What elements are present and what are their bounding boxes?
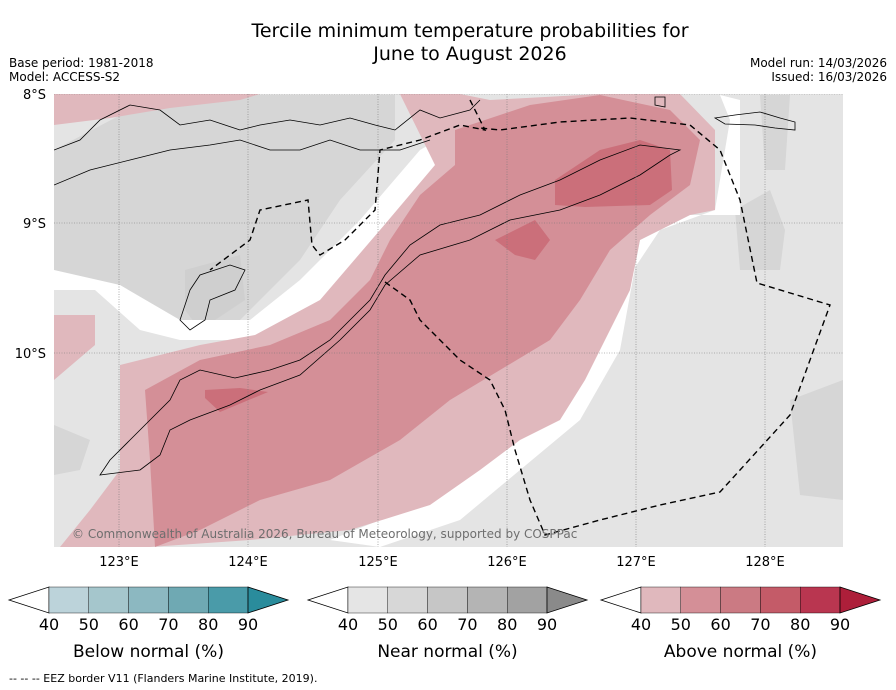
meta-left: Base period: 1981-2018 Model: ACCESS-S2: [9, 56, 154, 84]
near-normal-50-west-patch: [185, 255, 245, 330]
colorbar-below-segment: [207, 586, 249, 614]
colorbar-below-high-arrow: [247, 586, 290, 614]
colorbar-above-segment: [680, 586, 721, 614]
lon-label-126: 126°E: [487, 555, 527, 570]
alor-wetar-coastline: [54, 139, 431, 186]
colorbar-above-tick: 40: [631, 615, 651, 634]
colorbar-above-tick: 80: [790, 615, 810, 634]
colorbar-near: 40 50 60 70 80 90 Near normal (%): [306, 586, 589, 662]
colorbar-below-tick: 90: [238, 615, 258, 634]
eez-border-north: [209, 99, 487, 271]
graticule: [54, 94, 843, 547]
colorbar-near-tick: 60: [417, 615, 437, 634]
colorbar-above-segment: [720, 586, 761, 614]
lon-label-127: 127°E: [616, 555, 656, 570]
title-line-2: June to August 2026: [373, 43, 567, 65]
colorbar-below-label: Below normal (%): [73, 642, 224, 662]
colorbar-above-tick: 90: [830, 615, 850, 634]
near-normal-50-north-patch: [54, 95, 395, 330]
colorbar-near-tick: 70: [457, 615, 477, 634]
small-island-2: [713, 111, 796, 131]
colorbar-near-low-arrow: [306, 586, 349, 614]
map-copyright: © Commonwealth of Australia 2026, Bureau…: [72, 527, 577, 541]
colorbar-near-tick: 50: [378, 615, 398, 634]
model-run: Model run: 14/03/2026: [749, 56, 887, 70]
colorbar-above-tick: 60: [710, 615, 730, 634]
colorbar-above-tick: 70: [750, 615, 770, 634]
colorbar-near-label: Near normal (%): [377, 642, 517, 662]
colorbar-below-segment: [48, 586, 89, 614]
colorbar-below-tick: 50: [79, 615, 99, 634]
near-normal-50-southwest-patch: [54, 425, 90, 475]
colorbar-below-tick: 80: [198, 615, 218, 634]
above-normal-60-northeast: [555, 140, 672, 207]
lon-label-124: 124°E: [228, 555, 268, 570]
lat-label-9: 9°S: [23, 217, 46, 232]
colorbar-below-segment: [168, 586, 209, 614]
colorbar-below-segment: [88, 586, 129, 614]
small-island-1: [654, 96, 666, 108]
model-name: Model: ACCESS-S2: [9, 70, 121, 84]
above-normal-50-main: [145, 95, 700, 547]
eez-border-timor-sea: [384, 117, 831, 536]
axis-labels: 8°S 9°S 10°S 123°E 124°E 125°E 126°E 127…: [15, 88, 785, 570]
gap-band-northwest: [54, 130, 455, 340]
lon-label-125: 125°E: [358, 555, 398, 570]
colorbar-near-tick: 90: [537, 615, 557, 634]
base-period: Base period: 1981-2018: [9, 56, 154, 70]
issued-date: Issued: 16/03/2026: [771, 70, 887, 84]
title-line-1: Tercile minimum temperature probabilitie…: [251, 20, 689, 42]
colorbar-near-segment: [427, 586, 468, 614]
above-normal-60-central: [495, 220, 550, 260]
flores-coastline: [54, 99, 481, 151]
colorbar-below-low-arrow: [7, 586, 50, 614]
colorbar-near-high-arrow: [546, 586, 589, 614]
colorbar-above-segment: [800, 586, 841, 614]
colorbar-near-segment: [347, 586, 388, 614]
timor-coastline: [99, 144, 682, 476]
colorbar-below-segment: [128, 586, 169, 614]
colorbar-near-segment: [387, 586, 428, 614]
colorbar-above-low-arrow: [599, 586, 642, 614]
colorbar-near-segment: [507, 586, 548, 614]
lat-label-8: 8°S: [23, 88, 46, 103]
lat-label-10: 10°S: [15, 347, 46, 362]
colorbar-below: 40 50 60 70 80 90 Below normal (%): [7, 586, 290, 662]
near-normal-50-east-patch: [735, 190, 785, 270]
colorbar-above-tick: 50: [671, 615, 691, 634]
colorbar-below-tick: 70: [158, 615, 178, 634]
colorbar-below-tick: 60: [118, 615, 138, 634]
eez-border: [209, 99, 831, 536]
near-normal-50-northeast-patch: [760, 95, 790, 170]
above-normal-40-west-patch: [54, 315, 95, 380]
colorbar-above-segment: [760, 586, 801, 614]
meta-right: Model run: 14/03/2026 Issued: 16/03/2026: [750, 56, 887, 84]
colorbar-near-segment: [467, 586, 508, 614]
colorbar-above-label: Above normal (%): [664, 642, 817, 662]
colorbar-near-tick: 40: [338, 615, 358, 634]
pantar-coastline: [179, 264, 246, 331]
colorbars: 40 50 60 70 80 90 Below normal (%) 40 50 60 70 80 90…: [7, 586, 882, 662]
colorbar-above: 40 50 60 70 80 90 Above normal (%): [599, 586, 882, 662]
near-normal-50-southeast-patch: [790, 380, 843, 500]
lon-label-128: 128°E: [745, 555, 785, 570]
colorbar-above-segment: [640, 586, 681, 614]
map-field: © Commonwealth of Australia 2026, Bureau…: [54, 94, 843, 547]
lon-label-123: 123°E: [99, 555, 139, 570]
colorbar-above-high-arrow: [839, 586, 882, 614]
coastlines: [54, 96, 796, 476]
chart-title: Tercile minimum temperature probabilitie…: [170, 20, 770, 66]
colorbar-near-tick: 80: [497, 615, 517, 634]
gap-band-southeast: [330, 95, 740, 547]
colorbar-below-tick: 40: [39, 615, 59, 634]
eez-footer-note: -- -- -- EEZ border V11 (Flanders Marine…: [9, 672, 318, 685]
